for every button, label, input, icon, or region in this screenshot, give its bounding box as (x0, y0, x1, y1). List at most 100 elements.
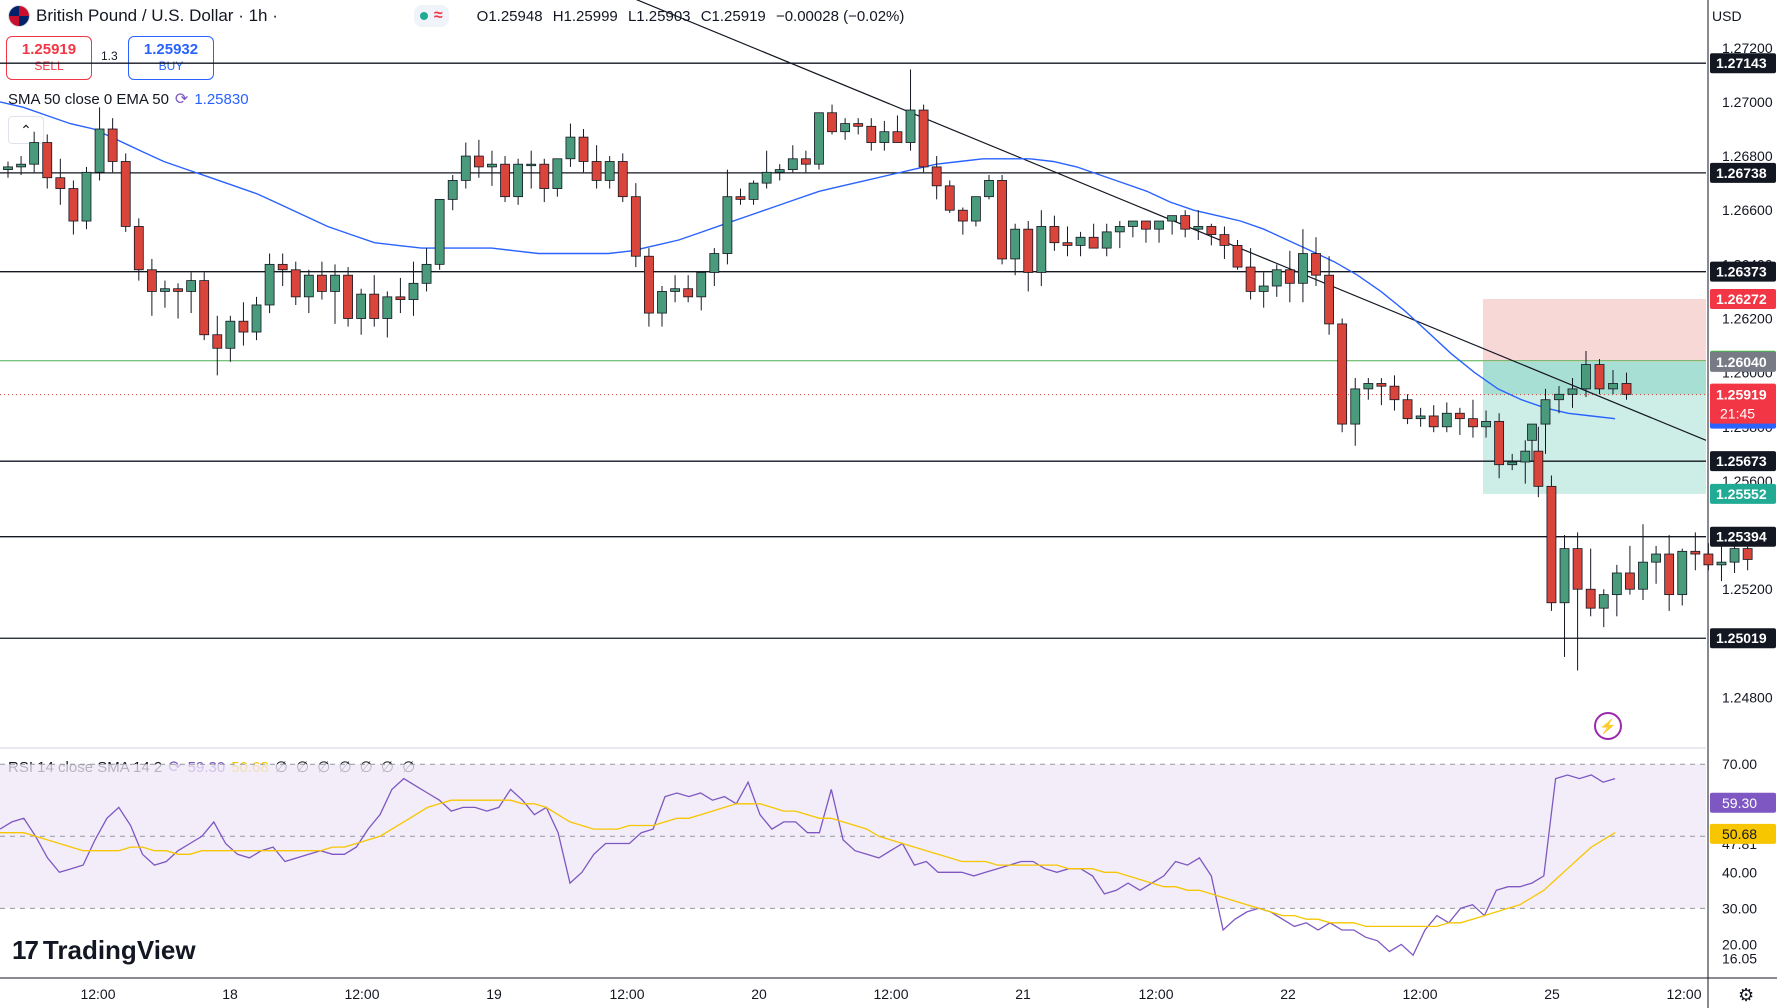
collapse-legend-button[interactable]: ⌃ (8, 116, 44, 144)
candle[interactable] (1350, 378, 1361, 446)
candle[interactable] (644, 248, 654, 327)
candle[interactable] (944, 180, 955, 213)
candle[interactable] (146, 258, 157, 316)
candle[interactable] (1101, 223, 1112, 257)
candle[interactable] (1127, 220, 1138, 238)
candle[interactable] (160, 280, 170, 308)
candle[interactable] (709, 248, 720, 287)
candle[interactable] (3, 161, 13, 178)
buy-button[interactable]: 1.25932 BUY (128, 36, 214, 80)
candle[interactable] (330, 264, 340, 324)
candle[interactable] (1284, 250, 1295, 303)
candle[interactable] (1520, 440, 1531, 484)
candle[interactable] (1608, 369, 1618, 395)
candle[interactable] (1677, 548, 1688, 606)
level-price-tag[interactable]: 1.25019 (1710, 628, 1776, 649)
candle[interactable] (356, 288, 367, 335)
candle[interactable] (1507, 453, 1518, 471)
candle[interactable] (1049, 215, 1060, 251)
candle[interactable] (1468, 399, 1478, 438)
gear-icon[interactable]: ⚙ (1738, 985, 1755, 1005)
trendline[interactable] (622, 0, 1707, 441)
candle[interactable] (617, 153, 628, 203)
candle[interactable] (290, 261, 301, 305)
tradingview-logo[interactable]: 17 TradingView (12, 935, 196, 966)
candle[interactable] (1585, 548, 1596, 617)
candle[interactable] (1258, 272, 1269, 308)
candle[interactable] (94, 107, 105, 181)
symbol-title[interactable]: British Pound / U.S. Dollar · 1h · (36, 6, 278, 25)
candle[interactable] (133, 218, 144, 281)
candle[interactable] (1114, 221, 1125, 249)
candle[interactable] (800, 150, 811, 173)
candle[interactable] (1389, 375, 1400, 411)
candle[interactable] (186, 272, 197, 314)
candle[interactable] (931, 156, 942, 200)
candle[interactable] (1141, 220, 1151, 243)
current-price-tag[interactable]: 1.25919 21:45 (1710, 383, 1776, 424)
candle[interactable] (1154, 220, 1164, 243)
candle[interactable] (1540, 388, 1551, 454)
rsi-sma-value-tag[interactable]: 50.68 (1710, 823, 1776, 844)
level-price-tag[interactable]: 1.25673 (1710, 451, 1776, 472)
sma-line[interactable] (0, 101, 1616, 420)
stop-price-tag[interactable]: 1.26272 (1710, 289, 1776, 310)
candle[interactable] (107, 118, 118, 173)
candle[interactable] (238, 302, 249, 346)
candle[interactable] (1402, 394, 1413, 425)
lightning-icon[interactable]: ⚡ (1594, 712, 1622, 740)
candle[interactable] (774, 164, 785, 181)
candle[interactable] (225, 315, 236, 362)
candle[interactable] (500, 156, 510, 203)
market-status[interactable]: ≈ (413, 5, 449, 27)
candle[interactable] (1481, 410, 1491, 438)
candle[interactable] (1527, 423, 1537, 462)
candle[interactable] (473, 139, 484, 178)
target-price-tag[interactable]: 1.25552 (1710, 483, 1776, 504)
candle[interactable] (722, 169, 733, 265)
rsi-line[interactable] (0, 774, 1616, 957)
candle[interactable] (1441, 402, 1452, 433)
candle[interactable] (343, 267, 353, 327)
candle[interactable] (1567, 378, 1578, 408)
candle[interactable] (1559, 535, 1570, 657)
candle[interactable] (827, 104, 837, 135)
candle[interactable] (905, 69, 916, 151)
candle[interactable] (317, 261, 327, 300)
status-pill[interactable]: ≈ (413, 5, 449, 27)
candle[interactable] (264, 253, 275, 314)
candle[interactable] (1621, 372, 1632, 400)
candle[interactable] (1219, 226, 1230, 259)
candle[interactable] (853, 118, 864, 135)
candle[interactable] (120, 153, 131, 232)
candle[interactable] (1193, 210, 1204, 240)
candle[interactable] (460, 142, 471, 189)
sell-button[interactable]: 1.25919 SELL (6, 36, 92, 80)
candle[interactable] (552, 158, 563, 197)
candle[interactable] (1245, 248, 1256, 300)
candle[interactable] (1554, 386, 1564, 414)
level-price-tag[interactable]: 1.27143 (1710, 53, 1776, 74)
candle[interactable] (173, 283, 183, 319)
candle[interactable] (1625, 545, 1635, 595)
sma-legend[interactable]: SMA 50 close 0 EMA 50 ⟳ 1.25830 (8, 89, 249, 109)
candle[interactable] (879, 120, 890, 151)
candle[interactable] (1088, 223, 1099, 249)
candle[interactable] (578, 128, 589, 173)
candle[interactable] (1062, 226, 1073, 257)
candle[interactable] (1454, 407, 1465, 435)
candle[interactable] (408, 261, 419, 316)
level-price-tag[interactable]: 1.25394 (1710, 526, 1776, 547)
candle[interactable] (604, 156, 615, 189)
candle[interactable] (382, 291, 393, 338)
candle[interactable] (81, 166, 92, 230)
candle[interactable] (303, 269, 314, 314)
candle[interactable] (1206, 223, 1217, 246)
candle[interactable] (1594, 359, 1605, 395)
candle[interactable] (199, 272, 210, 341)
candle[interactable] (984, 175, 994, 200)
candle[interactable] (787, 145, 798, 173)
level-price-tag[interactable]: 1.26738 (1710, 162, 1776, 183)
candle[interactable] (840, 118, 851, 140)
candle[interactable] (683, 275, 694, 303)
